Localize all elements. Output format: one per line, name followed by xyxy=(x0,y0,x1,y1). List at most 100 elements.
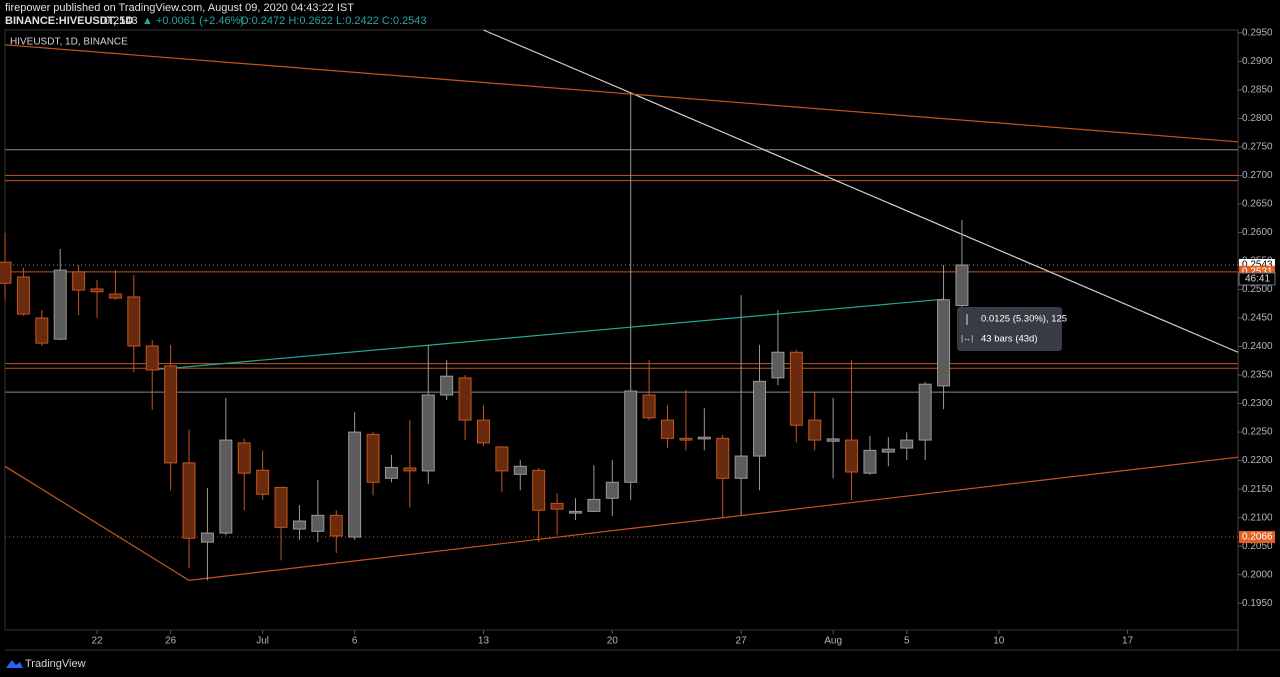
candle xyxy=(384,454,398,483)
candle-body xyxy=(16,276,30,315)
candle-body xyxy=(274,486,288,528)
y-tick-label: 0.2900 xyxy=(1242,56,1273,67)
candle-body xyxy=(955,264,969,306)
y-tick-label: 0.2700 xyxy=(1242,170,1273,181)
candle xyxy=(329,510,343,554)
candle xyxy=(624,92,638,500)
candle-body xyxy=(53,269,67,340)
candle xyxy=(35,310,49,346)
y-tick-label: 0.2350 xyxy=(1242,370,1273,381)
chart-label: HIVEUSDT, 1D, BINANCE xyxy=(10,37,128,48)
candle-body xyxy=(458,377,472,421)
candle-body xyxy=(311,514,325,532)
candle-body xyxy=(164,365,178,464)
candle-body xyxy=(366,433,380,483)
candle xyxy=(237,438,251,511)
logo-icon xyxy=(6,660,23,668)
candle-body xyxy=(348,431,362,538)
y-tick-label: 0.2250 xyxy=(1242,427,1273,438)
candle xyxy=(53,249,67,341)
candle xyxy=(16,267,30,316)
ohlc: O:0.2472 H:0.2622 L:0.2422 C:0.2543 xyxy=(240,15,427,27)
candle xyxy=(72,264,86,316)
y-tick-label: 0.2200 xyxy=(1242,455,1273,466)
candle-body xyxy=(421,394,435,472)
logo xyxy=(6,660,23,668)
candle xyxy=(697,408,711,451)
candle-body xyxy=(753,380,767,457)
candle xyxy=(90,279,104,319)
candle xyxy=(937,264,951,410)
candle-body xyxy=(200,532,214,543)
candle xyxy=(403,420,417,508)
symbol: BINANCE:HIVEUSDT, 1D xyxy=(5,15,133,27)
y-tick-label: 0.2150 xyxy=(1242,484,1273,495)
candle xyxy=(274,486,288,561)
x-tick-label: 20 xyxy=(607,636,619,647)
published-line: firepower published on TradingView.com, … xyxy=(5,2,354,14)
candle xyxy=(0,233,12,300)
candle-body xyxy=(256,469,270,495)
candle xyxy=(532,468,546,543)
candle-body xyxy=(145,345,159,371)
candle-body xyxy=(863,449,877,474)
candle xyxy=(495,446,509,492)
y-tick-label: 0.2650 xyxy=(1242,199,1273,210)
candle-body xyxy=(90,288,104,293)
candle xyxy=(789,349,803,443)
candle xyxy=(513,460,527,491)
measure-icon: |↔| xyxy=(961,334,973,343)
candle xyxy=(845,360,859,500)
candle xyxy=(900,432,914,461)
candle xyxy=(440,360,454,401)
candle xyxy=(642,360,656,421)
candle xyxy=(200,487,214,581)
x-tick-label: 26 xyxy=(165,636,177,647)
price-label-bg xyxy=(1239,531,1275,544)
candle-body xyxy=(127,296,141,347)
candle-body xyxy=(532,469,546,511)
x-tick-label: Jul xyxy=(256,636,269,647)
candle-body xyxy=(569,510,582,514)
candle-body xyxy=(495,446,509,472)
x-tick-label: 13 xyxy=(478,636,490,647)
candle xyxy=(550,493,564,536)
candle-body xyxy=(624,390,638,483)
trend-line xyxy=(483,29,1239,353)
y-tick-label: 0.2400 xyxy=(1242,341,1273,352)
candle xyxy=(661,405,674,449)
candle-body xyxy=(329,514,343,537)
candle-body xyxy=(182,462,196,539)
candle-body xyxy=(513,465,527,475)
candle-body xyxy=(605,481,619,499)
candle xyxy=(826,397,840,479)
candle xyxy=(716,434,730,519)
trend-line xyxy=(4,44,1239,143)
candle xyxy=(863,436,877,475)
candle-body xyxy=(789,351,803,426)
candle xyxy=(348,412,362,540)
candle-body xyxy=(661,419,674,439)
y-tick-label: 0.2750 xyxy=(1242,142,1273,153)
candle-body xyxy=(771,351,785,379)
candle-body xyxy=(237,442,251,474)
candle xyxy=(292,505,306,540)
candle xyxy=(918,381,932,461)
candle xyxy=(145,340,159,410)
x-tick-label: Aug xyxy=(824,636,842,647)
candle-body xyxy=(808,419,822,441)
candle xyxy=(679,389,693,451)
candle-body xyxy=(679,437,693,441)
measure-box xyxy=(957,307,1062,351)
x-tick-label: 22 xyxy=(91,636,103,647)
x-tick-label: 5 xyxy=(904,636,910,647)
candle xyxy=(734,295,748,516)
candle xyxy=(569,498,582,520)
candle-body xyxy=(734,455,748,479)
last-price: 0.2543 xyxy=(104,15,138,27)
x-tick-label: 27 xyxy=(736,636,748,647)
price-label: 0.2543 xyxy=(1242,260,1273,271)
candle xyxy=(771,310,785,386)
candle xyxy=(753,344,767,491)
